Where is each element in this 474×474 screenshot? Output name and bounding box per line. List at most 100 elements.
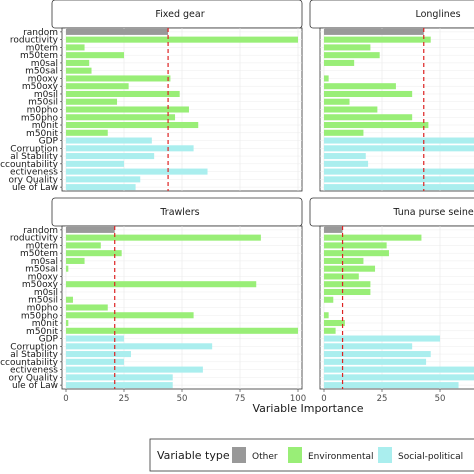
bar-m0pho <box>324 106 378 113</box>
x-tick-label: 50 <box>435 394 446 404</box>
panel-3: Trawlers randomroductivitym0temm50temm0sa… <box>0 197 306 404</box>
y-tick-label: m50sil <box>28 296 58 306</box>
y-tick-label: m50tem <box>20 51 58 61</box>
bar-rule-of-law <box>66 184 136 191</box>
bar-political-stability <box>66 351 131 358</box>
bar-m50tem <box>324 52 380 59</box>
y-tick-label: random <box>23 226 58 236</box>
bar-m50tem <box>324 250 389 257</box>
bar-accountability <box>66 358 124 365</box>
panel-1: Fixed gearrandomroductivitym0temm50temm0… <box>0 0 303 193</box>
x-tick-label: 25 <box>377 394 388 404</box>
bar-m50tem <box>66 52 124 59</box>
bar-m0sal <box>324 59 355 66</box>
bar-m0sil <box>66 90 180 98</box>
bar-m50sil <box>66 296 73 303</box>
bar-effectiveness <box>66 366 203 373</box>
bar-random <box>66 28 169 35</box>
y-tick-label: m0sil <box>34 90 58 100</box>
y-tick-label: m0sal <box>31 257 58 267</box>
bar-random <box>66 226 115 233</box>
panel-4: Tuna purse seiners0255075100 <box>309 197 474 404</box>
bar-political-stability <box>324 351 431 358</box>
y-tick-label: al Stability <box>10 152 58 162</box>
y-tick-label: Corruption <box>10 342 58 352</box>
bar-accountability <box>66 160 124 167</box>
bar-accountability <box>324 160 369 167</box>
bar-m0sal <box>66 257 85 264</box>
y-tick-label: ule of Law <box>12 381 58 391</box>
bar-productivity <box>324 234 422 241</box>
bar-corruption <box>324 145 474 152</box>
bar-m0pho <box>66 304 108 311</box>
bar-m0sal <box>66 59 90 66</box>
bar-m0nit <box>66 319 69 327</box>
bar-gdp <box>66 137 152 144</box>
y-tick-label: m0nit <box>32 121 59 131</box>
bar-productivity <box>66 234 261 241</box>
y-tick-label: Corruption <box>10 144 58 154</box>
bar-m50oxy <box>66 83 129 90</box>
bar-corruption <box>324 343 413 350</box>
panel-2: Longlines <box>309 0 474 192</box>
legend-items: Other Environmental Social-political <box>232 447 463 463</box>
y-tick-label: al Stability <box>10 350 58 360</box>
bar-rule-of-law <box>324 184 474 191</box>
y-tick-label: ory Quality <box>8 175 58 185</box>
y-tick-label: roductivity <box>10 234 59 244</box>
bar-effectiveness <box>324 366 474 373</box>
legend-label: Environmental <box>308 452 373 462</box>
legend: Variable type Other Environmental Social-p… <box>149 438 474 472</box>
y-tick-label: ectiveness <box>10 168 58 178</box>
legend-swatch-social-political <box>378 447 392 463</box>
bar-productivity <box>66 36 298 43</box>
chart-panels: Fixed gearrandomroductivitym0temm50temm0… <box>0 0 474 404</box>
bar-m0sal <box>324 257 364 264</box>
x-axis-label: Variable Importance <box>252 402 363 415</box>
bar-m0tem <box>324 242 387 249</box>
y-tick-label: ccountability <box>0 160 59 170</box>
bar-m0tem <box>66 44 85 51</box>
y-tick-label: m0tem <box>26 241 58 251</box>
bar-m50oxy <box>324 83 396 90</box>
panel-title: Longlines <box>415 9 460 20</box>
x-tick-label: 75 <box>235 394 246 404</box>
bar-m0sil <box>324 288 371 296</box>
bar-m50sal <box>66 265 69 272</box>
bar-m50nit <box>324 327 336 334</box>
bar-random <box>324 28 424 35</box>
y-tick-label: m50tem <box>20 249 58 259</box>
x-tick-label: 50 <box>177 394 188 404</box>
bar-m50nit <box>324 129 364 136</box>
y-tick-label: m0nit <box>32 319 59 329</box>
y-tick-label: m50pho <box>21 113 59 123</box>
y-tick-label: random <box>23 28 58 38</box>
bar-regulatory-quality <box>324 176 474 183</box>
bar-political-stability <box>324 153 366 160</box>
bar-gdp <box>66 335 124 342</box>
bar-m50pho <box>324 114 413 121</box>
bar-regulatory-quality <box>66 374 173 381</box>
bar-m0nit <box>324 319 345 327</box>
bar-m50sil <box>324 98 350 105</box>
y-tick-label: ccountability <box>0 358 59 368</box>
panel-title: Fixed gear <box>155 9 204 20</box>
bar-m50nit <box>66 327 298 334</box>
bar-m50oxy <box>66 281 257 288</box>
bar-rule-of-law <box>324 382 459 389</box>
y-tick-label: m50sal <box>25 265 58 275</box>
legend-title: Variable type <box>157 449 230 462</box>
bar-m50tem <box>66 250 122 257</box>
bar-m0nit <box>324 121 429 129</box>
panel-title: Trawlers <box>159 207 199 218</box>
bar-regulatory-quality <box>324 374 474 381</box>
bar-regulatory-quality <box>66 176 141 183</box>
bar-m0nit <box>66 121 199 129</box>
legend-swatch-environmental <box>288 447 302 463</box>
x-tick-label: 100 <box>290 394 306 404</box>
bar-corruption <box>66 343 213 350</box>
bar-m0oxy <box>324 75 329 82</box>
bar-m0tem <box>66 242 101 249</box>
x-tick-label: 0 <box>321 394 326 404</box>
